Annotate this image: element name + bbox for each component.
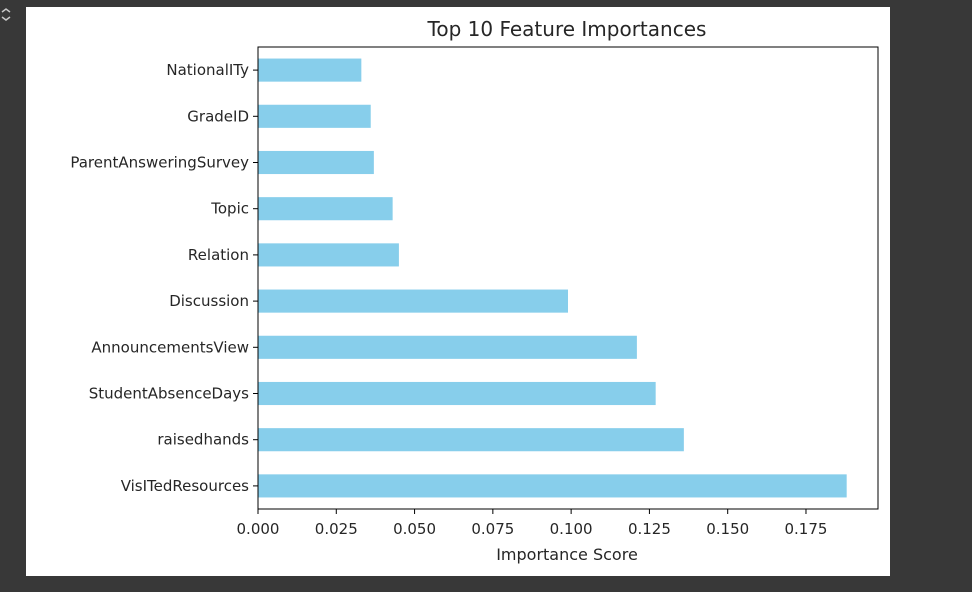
y-tick-label: VisITedResources — [121, 477, 249, 495]
bar-NationalITy — [258, 58, 362, 82]
x-tick-label: 0.050 — [393, 520, 436, 538]
feature-importance-chart: Top 10 Feature Importances VisITedResour… — [70, 17, 879, 564]
output-gutter — [0, 0, 26, 592]
y-tick-label: NationalITy — [166, 61, 249, 79]
y-tick-label: Relation — [188, 246, 249, 264]
bar-VisITedResources — [258, 474, 847, 498]
x-tick-label: 0.100 — [550, 520, 593, 538]
bar-ParentAnsweringSurvey — [258, 150, 374, 175]
bar-Topic — [258, 197, 393, 221]
bar-Discussion — [258, 289, 568, 313]
x-tick-label: 0.075 — [471, 520, 514, 538]
bars-group — [258, 58, 847, 498]
x-tick-label: 0.025 — [315, 520, 358, 538]
output-collapse-icon[interactable] — [0, 8, 14, 30]
y-tick-label: GradeID — [187, 107, 249, 125]
bar-Relation — [258, 243, 399, 267]
plot-frame — [257, 46, 879, 510]
y-tick-label: Discussion — [169, 292, 249, 310]
y-tick-label: StudentAbsenceDays — [89, 385, 249, 403]
chart-figure: Top 10 Feature Importances VisITedResour… — [26, 7, 890, 576]
y-tick-label: AnnouncementsView — [91, 338, 249, 356]
x-tick-label: 0.150 — [706, 520, 749, 538]
x-tick-label: 0.000 — [237, 520, 280, 538]
y-tick-label: Topic — [210, 200, 249, 218]
x-axis-label: Importance Score — [496, 545, 638, 564]
y-tick-label: ParentAnsweringSurvey — [70, 154, 249, 172]
bar-raisedhands — [258, 428, 684, 452]
bar-GradeID — [258, 104, 371, 128]
bar-StudentAbsenceDays — [258, 381, 656, 406]
x-tick-label: 0.175 — [785, 520, 828, 538]
x-tick-label: 0.125 — [628, 520, 671, 538]
bar-AnnouncementsView — [258, 335, 637, 359]
y-tick-label: raisedhands — [157, 431, 249, 449]
y-tick-labels: VisITedResources raisedhands StudentAbsenc… — [70, 61, 249, 495]
x-tick-labels: 0.000 0.025 0.050 0.075 0.100 0.125 0.150 0.175 — [237, 520, 828, 538]
chart-title: Top 10 Feature Importances — [427, 17, 707, 41]
